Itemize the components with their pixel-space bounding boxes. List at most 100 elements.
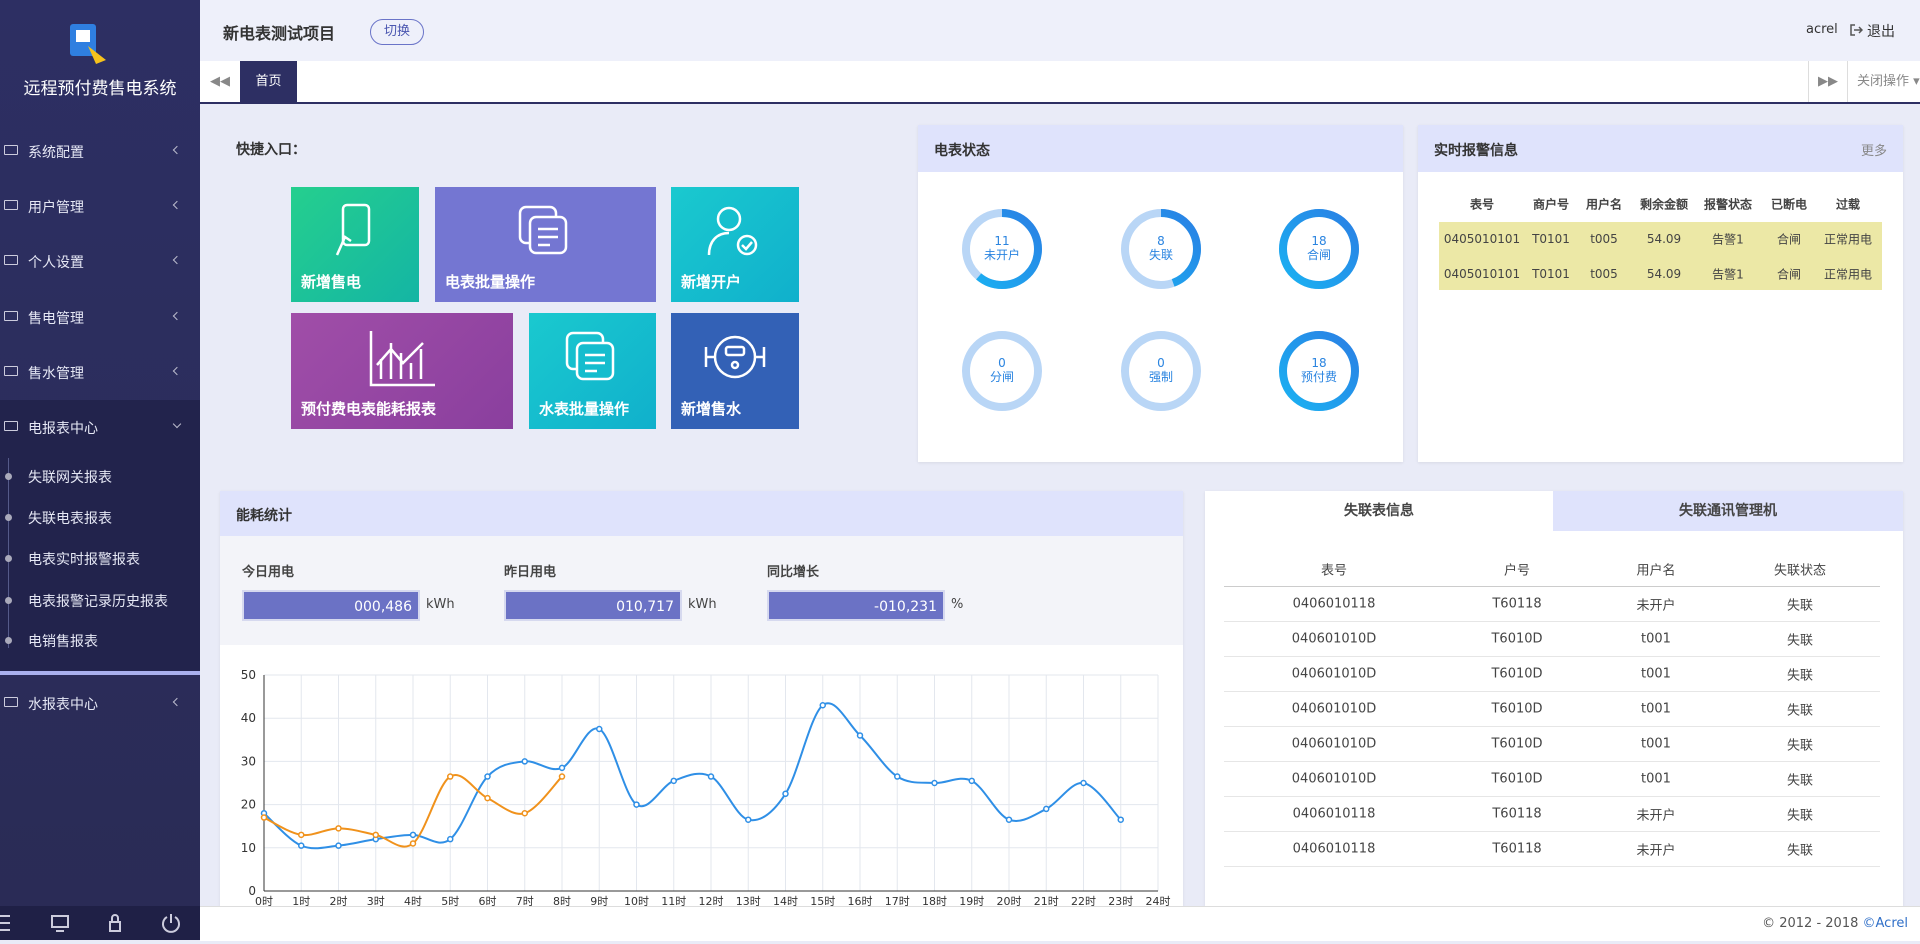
donut-track xyxy=(1121,331,1201,411)
table-cell: 未开户 xyxy=(1636,843,1676,859)
point xyxy=(372,831,379,839)
tab-home[interactable]: 首页 xyxy=(240,61,297,102)
tab-prev[interactable]: ◀◀ xyxy=(200,61,241,102)
menu-icon xyxy=(4,311,18,321)
donut-value: 18 xyxy=(1311,356,1326,370)
more-link[interactable]: 更多 xyxy=(1860,144,1887,159)
row-rule xyxy=(1224,796,1880,797)
table-cell: 失联 xyxy=(1786,843,1814,859)
submenu-label: 电表实时报警报表 xyxy=(28,552,140,568)
menu-item[interactable]: 电报表中心 xyxy=(0,407,200,447)
menu-label: 电报表中心 xyxy=(28,421,98,437)
point xyxy=(558,773,566,780)
submenu-item[interactable]: 电销售报表 xyxy=(0,624,200,656)
menu-label: 售电管理 xyxy=(28,311,84,327)
menu-item[interactable]: 售水管理 xyxy=(0,352,200,392)
column-header: 用户名 xyxy=(1585,197,1623,212)
donut-arc xyxy=(1121,209,1201,289)
menu-item[interactable]: 售电管理 xyxy=(0,297,200,337)
tab[interactable]: 失联通讯管理机 xyxy=(1553,491,1903,531)
menu-icon xyxy=(4,200,18,210)
donut-label: 预付费 xyxy=(1301,370,1337,384)
x-tick-label: 18时 xyxy=(922,895,947,906)
stat-value: 000,486 xyxy=(242,590,420,621)
column-header: 表号 xyxy=(1469,197,1495,212)
panel-title: 能耗统计 xyxy=(236,508,292,524)
tab-active[interactable]: 失联表信息 xyxy=(1344,503,1414,519)
tile-icon xyxy=(707,206,758,256)
point xyxy=(335,842,342,849)
menu-icon xyxy=(4,421,18,431)
table-cell: 未开户 xyxy=(1636,598,1676,614)
point xyxy=(447,835,454,843)
tile[interactable]: 预付费电表能耗报表 xyxy=(291,313,513,429)
x-tick-label: 12时 xyxy=(699,895,724,906)
tree-line xyxy=(8,458,9,648)
tile[interactable]: 新增售电 xyxy=(291,187,419,302)
alarm-rows-bg xyxy=(1439,222,1882,290)
table-cell: 040601010D xyxy=(1291,666,1377,682)
x-tick-label: 8时 xyxy=(553,895,571,906)
menu-item[interactable]: 个人设置 xyxy=(0,241,200,281)
tile-icon xyxy=(369,331,435,387)
tile[interactable]: 电表批量操作 xyxy=(435,187,656,302)
submenu-item[interactable]: 电表报警记录历史报表 xyxy=(0,584,200,616)
chevron xyxy=(172,311,182,321)
shortcuts-title: 快捷入口： xyxy=(236,142,306,158)
y-tick-label: 10 xyxy=(241,841,256,855)
menu-icon xyxy=(4,145,18,155)
table-cell: T60118 xyxy=(1492,596,1542,612)
point xyxy=(484,794,491,802)
x-tick-label: 6时 xyxy=(479,895,497,906)
y-tick-label: 20 xyxy=(241,798,256,812)
x-tick-label: 7时 xyxy=(516,895,534,906)
switch-button[interactable]: 切换 xyxy=(370,19,424,45)
tile[interactable]: 新增售水 xyxy=(671,313,799,429)
point xyxy=(633,801,640,808)
table-cell: T0101 xyxy=(1532,232,1570,246)
menu-item[interactable]: 系统配置 xyxy=(0,131,200,171)
close-tabs[interactable]: 关闭操作 ▾ xyxy=(1857,74,1920,89)
y-tick-label: 40 xyxy=(241,711,256,725)
menu-item[interactable]: 水报表中心 xyxy=(0,683,200,723)
table-cell: 040601010D xyxy=(1291,771,1377,787)
tab-next[interactable]: ▶▶ xyxy=(1808,61,1848,102)
stat-value: 010,717 xyxy=(504,590,682,621)
sidebar: 远程预付费售电系统 系统配置用户管理个人设置售电管理售水管理电报表中心水报表中心… xyxy=(0,0,200,940)
chevron xyxy=(172,255,182,265)
table-cell: 0406010118 xyxy=(1292,596,1376,612)
tile[interactable]: 水表批量操作 xyxy=(529,313,656,429)
donut-value: 8 xyxy=(1157,234,1165,248)
top-bar: 新电表测试项目 切换 acrel 退出 xyxy=(200,0,1920,61)
table-cell: 失联 xyxy=(1786,598,1814,614)
line-chart: 0 10 20 30 40 50 0时 1时 2时 3时 4时 5时 6时 7时 8时 9时 10时 11时 12时… xyxy=(241,668,1171,906)
panel-title: 电表状态 xyxy=(934,143,990,159)
donut-value: 0 xyxy=(1157,356,1165,370)
alarm-panel: 实时报警信息 更多 表号 商户号 用户名 剩余金额 报警状态 已断电 过载 0405010101… xyxy=(1418,125,1903,462)
table-cell: t001 xyxy=(1641,666,1671,682)
table-cell: 54.09 xyxy=(1646,232,1682,246)
menu-label: 售水管理 xyxy=(28,366,84,382)
submenu-item[interactable]: 电表实时报警报表 xyxy=(0,542,200,574)
point xyxy=(409,840,417,847)
company-link[interactable]: ©Acrel xyxy=(1862,916,1908,931)
table-cell: 0406010118 xyxy=(1292,806,1376,822)
table-cell: T6010D xyxy=(1491,771,1543,787)
point xyxy=(745,816,752,823)
point xyxy=(521,758,528,765)
tile[interactable]: 新增开户 xyxy=(671,187,799,302)
tree-dot xyxy=(5,555,12,562)
app-title: 远程预付费售电系统 xyxy=(23,79,177,99)
logout[interactable]: 退出 xyxy=(1867,24,1895,40)
y-tick-label: 30 xyxy=(241,754,256,768)
energy-panel: 能耗统计 今日用电 000,486 kWh 昨日用电 010,717 kWh 同比增长 -01… xyxy=(220,491,1183,906)
menu-item[interactable]: 用户管理 xyxy=(0,186,200,226)
donut-arc xyxy=(962,209,1042,289)
stat-unit: kWh xyxy=(688,597,717,612)
point xyxy=(521,809,528,817)
table-cell: t001 xyxy=(1641,701,1671,717)
submenu-item[interactable]: 失联电表报表 xyxy=(0,501,200,533)
point xyxy=(894,773,901,780)
submenu-item[interactable]: 失联网关报表 xyxy=(0,460,200,492)
table-cell: T6010D xyxy=(1491,701,1543,717)
